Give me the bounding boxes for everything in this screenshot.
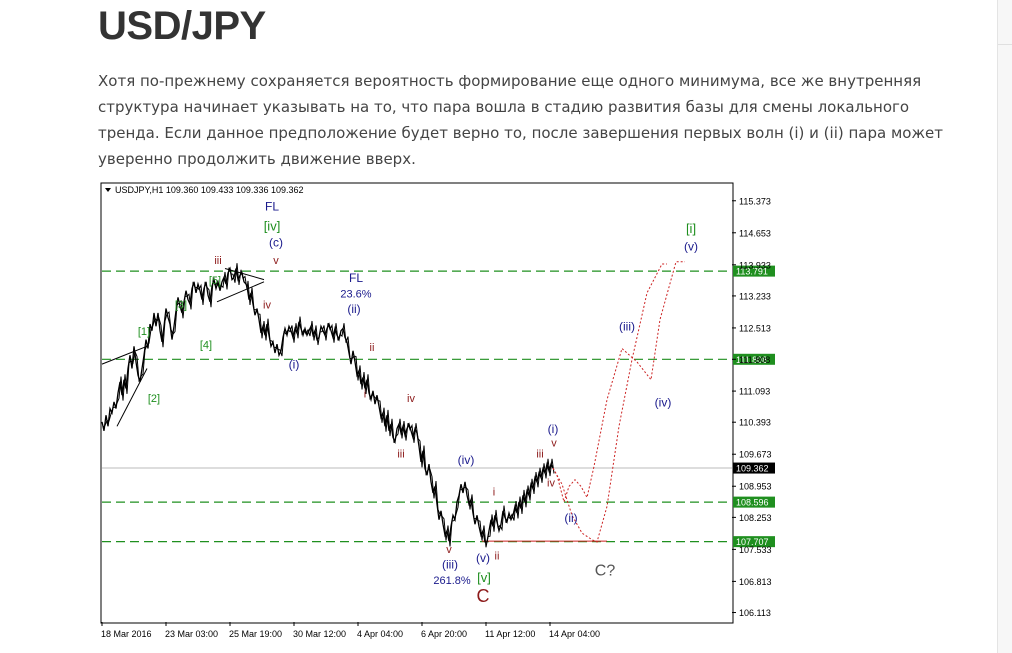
y-tick-label: 115.373 <box>739 196 771 206</box>
wave-label: v <box>273 255 279 267</box>
wave-label: (c) <box>269 235 283 249</box>
wave-label: (iv) <box>655 395 672 409</box>
plot-area <box>100 182 734 624</box>
y-tick-label: 107.533 <box>739 545 772 555</box>
level-price-box <box>733 353 775 365</box>
page-title: USD/JPY <box>98 4 266 48</box>
x-tick-label: 14 Apr 04:00 <box>549 629 600 639</box>
wave-label: [i] <box>686 221 696 236</box>
y-tick-label: 110.393 <box>739 418 771 428</box>
wave-label: [5] <box>209 275 221 287</box>
y-tick-label: 106.813 <box>739 577 772 587</box>
wave-label: i <box>364 388 366 400</box>
y-tick-label: 109.673 <box>739 450 772 460</box>
wave-label: (ii) <box>564 511 577 525</box>
wave-label: iv <box>547 477 555 489</box>
wave-label: 261.8% <box>433 575 471 587</box>
y-tick-label: 106.113 <box>739 608 771 618</box>
forecast-path <box>552 263 667 543</box>
level-price-box <box>733 536 775 548</box>
wave-label: C <box>477 586 490 606</box>
y-tick-label: 113.933 <box>739 260 771 270</box>
wave-label: iii <box>536 448 543 460</box>
y-tick-label: 108.953 <box>739 482 772 492</box>
wave-label: (v) <box>684 240 698 254</box>
wave-label: v <box>551 437 557 449</box>
x-tick-label: 25 Mar 19:00 <box>229 629 282 639</box>
x-tick-label: 23 Mar 03:00 <box>165 629 218 639</box>
wave-label: iii <box>397 448 404 460</box>
wave-label: C? <box>595 562 616 579</box>
current-price-box <box>733 462 775 474</box>
wave-label: ii <box>370 342 375 354</box>
wave-label: i <box>493 486 495 498</box>
y-tick-label: 113.233 <box>739 291 771 301</box>
wave-label: FL <box>265 200 279 214</box>
x-tick-label: 11 Apr 12:00 <box>485 629 535 639</box>
level-price-box <box>733 265 775 277</box>
wave-label: [2] <box>148 393 160 405</box>
level-price-label: 108.596 <box>736 498 769 508</box>
usdjpy-h1-chart: FL[iv](c)viii[5]iv[3][1][4][2]FL23.6%(ii… <box>100 182 775 639</box>
wave-label: (iii) <box>442 558 458 572</box>
article-paragraph: Хотя по-прежнему сохраняется вероятность… <box>98 72 943 168</box>
wave-label: [3] <box>175 300 187 312</box>
wave-label: (iv) <box>458 453 475 467</box>
level-price-box <box>733 496 775 508</box>
wave-label: (v) <box>476 551 490 565</box>
x-tick-label: 6 Apr 20:00 <box>421 629 467 639</box>
level-price-label: 111.808 <box>736 355 767 365</box>
level-price-label: 107.707 <box>736 537 769 547</box>
trendline <box>101 345 148 365</box>
current-price-label: 109.362 <box>736 464 769 474</box>
level-price-label: 113.791 <box>736 267 768 277</box>
wave-label: (iii) <box>619 320 635 334</box>
wave-label: v <box>446 544 452 556</box>
wave-label: (i) <box>548 422 559 436</box>
wave-label: FL <box>349 271 363 285</box>
y-tick-label: 112.513 <box>739 323 771 333</box>
chart-menu-triangle-icon[interactable] <box>105 188 111 192</box>
wave-label: [v] <box>477 570 491 585</box>
trendline <box>116 368 148 427</box>
wave-label: (ii) <box>347 302 360 316</box>
x-tick-label: 30 Mar 12:00 <box>293 629 346 639</box>
wave-label: [iv] <box>264 219 281 234</box>
y-tick-label: 111.808 <box>739 355 770 365</box>
y-tick-label: 108.253 <box>739 513 772 523</box>
trendline <box>216 281 265 303</box>
y-tick-label: 114.653 <box>739 228 771 238</box>
x-tick-label: 4 Apr 04:00 <box>357 629 403 639</box>
x-tick-label: 18 Mar 2016 <box>101 629 152 639</box>
y-tick-label: 111.093 <box>739 387 770 397</box>
wave-label: iii <box>214 255 221 267</box>
wave-label: iv <box>263 300 271 312</box>
forecast-path <box>552 261 685 504</box>
trendline <box>224 268 265 281</box>
wave-label: iv <box>407 393 415 405</box>
wave-label: [4] <box>200 340 212 352</box>
wave-label: [1] <box>138 326 150 338</box>
wave-label: (i) <box>289 358 300 372</box>
wave-label: ii <box>495 551 500 563</box>
price-series-wick <box>102 263 555 548</box>
page-scroll-edge <box>997 0 1012 653</box>
wave-label: 23.6% <box>340 288 371 300</box>
chart-header: USDJPY,H1 109.360 109.433 109.336 109.36… <box>115 185 304 195</box>
